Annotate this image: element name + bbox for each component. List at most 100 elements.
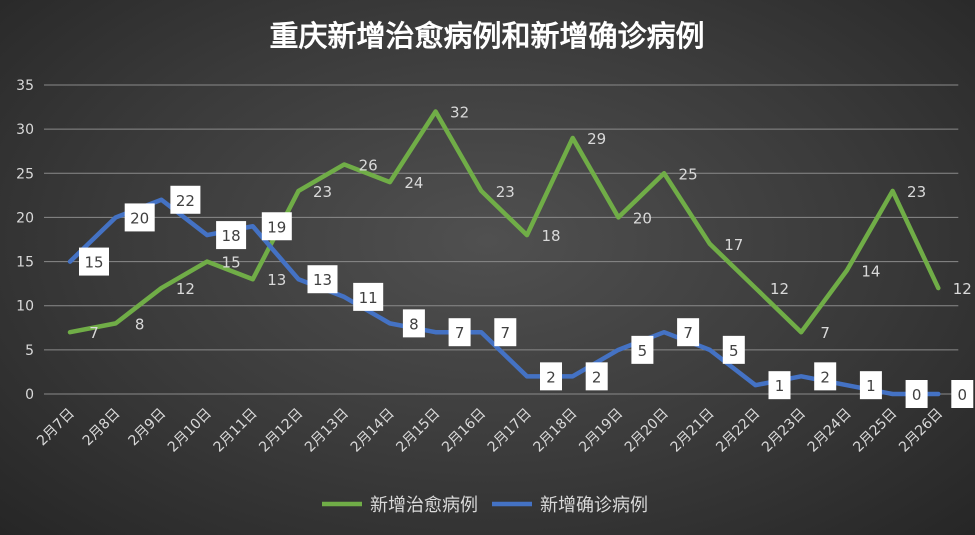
y-tick-label: 25 xyxy=(16,166,34,182)
x-tick-label: 2月21日 xyxy=(668,406,718,456)
series-line-1 xyxy=(67,109,941,335)
data-label-cured: 17 xyxy=(724,236,743,254)
x-tick-label: 2月26日 xyxy=(896,406,946,456)
data-label-confirmed: 1 xyxy=(768,371,791,400)
data-label-text: 7 xyxy=(683,324,693,342)
y-tick-label: 20 xyxy=(16,210,34,226)
x-tick-label: 2月8日 xyxy=(80,406,124,450)
x-tick-label: 2月9日 xyxy=(126,406,170,450)
data-label-cured: 12 xyxy=(176,280,195,298)
data-label-text: 7 xyxy=(455,324,465,342)
data-label-text: 1 xyxy=(866,377,876,395)
data-label-confirmed: 2 xyxy=(585,362,608,391)
legend: 新增治愈病例 新增确诊病例 xyxy=(322,495,648,516)
data-label-cured: 13 xyxy=(267,271,286,289)
data-label-box xyxy=(722,335,745,364)
chart-title: 重庆新增治愈病例和新增确诊病例 xyxy=(269,19,704,53)
y-axis: 0 5 10 15 20 25 30 35 xyxy=(16,78,34,403)
data-label-box xyxy=(631,335,654,364)
data-label-box xyxy=(307,265,338,294)
data-label-text: 2 xyxy=(820,368,830,386)
data-label-box xyxy=(677,318,700,347)
x-axis: 2月7日 2月8日 2月9日2月10日2月11日2月12日2月13日2月14日2月1… xyxy=(34,406,946,456)
data-label-box xyxy=(448,318,471,347)
data-label-text: 5 xyxy=(729,342,739,360)
data-label-confirmed: 1 xyxy=(859,371,882,400)
data-label-text: 18 xyxy=(222,227,241,245)
data-label-confirmed: 18 xyxy=(216,221,247,250)
data-label-cured: 29 xyxy=(587,130,606,148)
data-label-text: 20 xyxy=(130,209,149,227)
x-tick-label: 2月25日 xyxy=(850,406,900,456)
data-label-text: 0 xyxy=(958,386,968,404)
data-label-text: 0 xyxy=(912,386,922,404)
y-tick-label: 35 xyxy=(16,78,34,94)
x-tick-label: 2月20日 xyxy=(622,406,672,456)
data-label-cured: 7 xyxy=(89,324,99,342)
data-label-cured: 14 xyxy=(861,262,880,280)
data-label-cured: 23 xyxy=(907,183,926,201)
data-label-confirmed: 11 xyxy=(353,282,384,311)
data-label-confirmed: 22 xyxy=(170,185,201,214)
data-label-box xyxy=(79,247,109,276)
data-label-cured: 32 xyxy=(450,103,469,121)
data-label-box xyxy=(124,203,155,232)
data-label-box xyxy=(859,371,882,400)
legend-label: 新增治愈病例 xyxy=(370,495,478,516)
series-layer xyxy=(67,109,941,397)
data-label-box xyxy=(402,309,425,338)
data-label-box xyxy=(768,371,791,400)
data-label-cured: 15 xyxy=(222,254,241,272)
x-tick-label: 2月17日 xyxy=(485,406,535,456)
x-tick-label: 2月16日 xyxy=(439,406,489,456)
data-label-cured: 18 xyxy=(541,227,560,245)
data-label-cured: 23 xyxy=(313,183,332,201)
data-label-confirmed: 8 xyxy=(402,309,425,338)
x-tick-label: 2月22日 xyxy=(713,406,763,456)
data-label-confirmed: 7 xyxy=(448,318,471,347)
x-tick-label: 2月13日 xyxy=(302,406,352,456)
data-label-confirmed: 19 xyxy=(261,212,292,241)
data-label-text: 15 xyxy=(84,254,103,272)
data-label-confirmed: 0 xyxy=(905,380,928,408)
data-label-box xyxy=(814,362,837,391)
y-tick-label: 10 xyxy=(16,299,34,315)
data-label-box xyxy=(905,380,928,408)
data-label-box xyxy=(494,318,517,347)
data-label-text: 1 xyxy=(775,377,785,395)
x-tick-label: 2月24日 xyxy=(805,406,855,456)
data-label-cured: 24 xyxy=(404,174,423,192)
x-tick-label: 2月12日 xyxy=(256,406,306,456)
data-label-confirmed: 7 xyxy=(677,318,700,347)
y-tick-label: 30 xyxy=(16,122,34,138)
data-label-cured: 8 xyxy=(135,315,145,333)
data-label-text: 2 xyxy=(592,368,602,386)
data-label-text: 11 xyxy=(359,289,378,307)
data-label-text: 19 xyxy=(267,218,286,236)
data-label-box xyxy=(951,380,974,408)
x-tick-label: 2月11日 xyxy=(211,406,261,456)
x-tick-label: 2月18日 xyxy=(531,406,581,456)
x-tick-label: 2月15日 xyxy=(393,406,443,456)
data-label-box xyxy=(540,362,562,391)
data-label-cured: 25 xyxy=(679,165,698,183)
x-tick-label: 2月7日 xyxy=(34,406,78,450)
x-tick-label: 2月14日 xyxy=(348,406,398,456)
gridlines xyxy=(44,84,959,395)
data-label-text: 7 xyxy=(501,324,511,342)
data-label-box xyxy=(216,221,247,250)
data-label-cured: 7 xyxy=(820,324,830,342)
data-labels: 7 812151323262432231829202517127142312152… xyxy=(79,103,974,408)
data-label-cured: 23 xyxy=(496,183,515,201)
y-tick-label: 5 xyxy=(25,343,34,359)
data-label-text: 5 xyxy=(638,342,648,360)
data-label-text: 2 xyxy=(546,368,556,386)
y-tick-label: 15 xyxy=(16,255,34,271)
legend-label: 新增确诊病例 xyxy=(540,495,648,516)
data-label-confirmed: 13 xyxy=(307,265,338,294)
legend-item-2: 新增确诊病例 xyxy=(492,495,648,516)
data-label-box xyxy=(170,185,201,214)
x-tick-label: 2月19日 xyxy=(576,406,626,456)
data-label-confirmed: 5 xyxy=(631,335,654,364)
